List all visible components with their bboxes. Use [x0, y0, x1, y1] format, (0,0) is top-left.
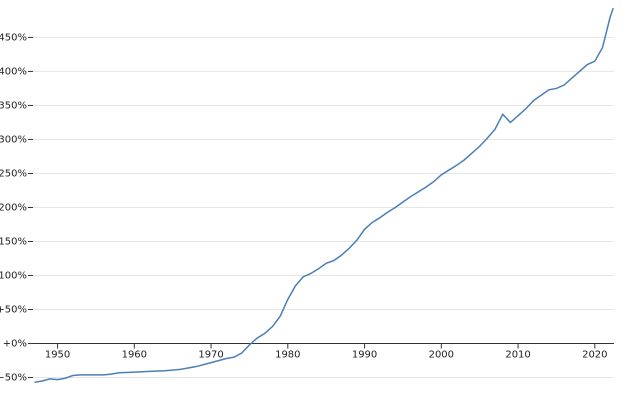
x-tick-label: 1980	[275, 350, 300, 361]
x-tick-label: 1960	[122, 350, 147, 361]
y-tick-label: +200%	[0, 202, 27, 213]
y-tick-label: +350%	[0, 100, 27, 111]
x-tick-label: 1990	[352, 350, 377, 361]
y-tick-label: +50%	[0, 305, 27, 316]
y-tick-label: +150%	[0, 237, 27, 248]
y-tick-label: −50%	[0, 373, 27, 384]
line	[34, 7, 614, 384]
x-tick-label: 2020	[582, 350, 607, 361]
x-tick-label: 1970	[198, 350, 223, 361]
y-tick-label: +400%	[0, 66, 27, 77]
y-tick-label: +300%	[0, 134, 27, 145]
x-tick-label: 1950	[45, 350, 70, 361]
y-tick-label: +100%	[0, 271, 27, 282]
y-tick-label: +0%	[3, 339, 27, 350]
x-tick-label: 2000	[429, 350, 454, 361]
x-tick-label: 2010	[505, 350, 530, 361]
y-tick-label: +450%	[0, 32, 27, 43]
y-tick-label: +250%	[0, 168, 27, 179]
